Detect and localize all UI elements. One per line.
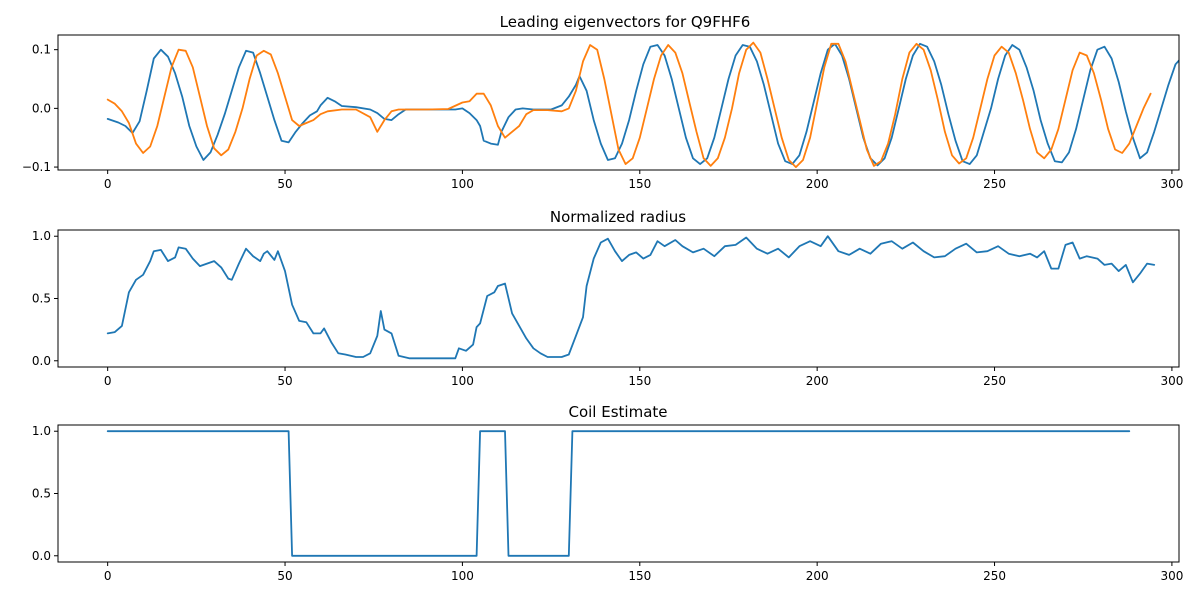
y-tick-label: 0.5 [32, 292, 51, 306]
series-line-2 [106, 41, 1152, 168]
x-tick-label: 200 [806, 569, 829, 583]
x-tick-label: 100 [451, 177, 474, 191]
x-tick-label: 50 [277, 177, 292, 191]
series-line-1 [106, 42, 1179, 167]
subplot-coil-estimate: Coil Estimate 0 50 100 150 200 250 300 0.0 0.5 1.… [32, 403, 1183, 583]
y-tick-label: 0.0 [32, 101, 51, 115]
y-tick-label: 0.1 [32, 43, 51, 57]
x-tick-label: 200 [806, 374, 829, 388]
subplot-title: Leading eigenvectors for Q9FHF6 [500, 13, 751, 31]
subplot-normalized-radius: Normalized radius 0 50 100 150 200 250 300 0.0 0… [32, 208, 1183, 388]
x-tick-label: 0 [104, 569, 112, 583]
subplot-title: Normalized radius [550, 208, 686, 226]
x-tick-label: 300 [1160, 374, 1183, 388]
x-tick-label: 100 [451, 569, 474, 583]
axes-frame [57, 424, 1180, 563]
x-tick-label: 250 [983, 374, 1006, 388]
x-tick-label: 50 [277, 569, 292, 583]
x-tick-label: 50 [277, 374, 292, 388]
subplot-title: Coil Estimate [568, 403, 667, 421]
x-tick-label: 0 [104, 374, 112, 388]
x-tick-label: 150 [628, 374, 651, 388]
x-tick-label: 300 [1160, 177, 1183, 191]
y-tick-label: −0.1 [22, 160, 51, 174]
axes-frame [57, 229, 1180, 368]
x-tick-label: 150 [628, 569, 651, 583]
x-tick-label: 250 [983, 569, 1006, 583]
series-line-1 [106, 235, 1156, 360]
x-tick-label: 200 [806, 177, 829, 191]
x-tick-label: 300 [1160, 569, 1183, 583]
y-tick-label: 0.0 [32, 549, 51, 563]
axes-frame [57, 34, 1180, 171]
y-tick-label: 0.5 [32, 487, 51, 501]
x-tick-label: 150 [628, 177, 651, 191]
series-line-1 [106, 430, 1131, 557]
x-tick-label: 250 [983, 177, 1006, 191]
subplot-eigenvectors: Leading eigenvectors for Q9FHF6 0 50 100 15… [22, 13, 1183, 191]
x-tick-label: 0 [104, 177, 112, 191]
y-tick-label: 0.0 [32, 354, 51, 368]
x-tick-label: 100 [451, 374, 474, 388]
y-tick-label: 1.0 [32, 424, 51, 438]
y-tick-label: 1.0 [32, 229, 51, 243]
